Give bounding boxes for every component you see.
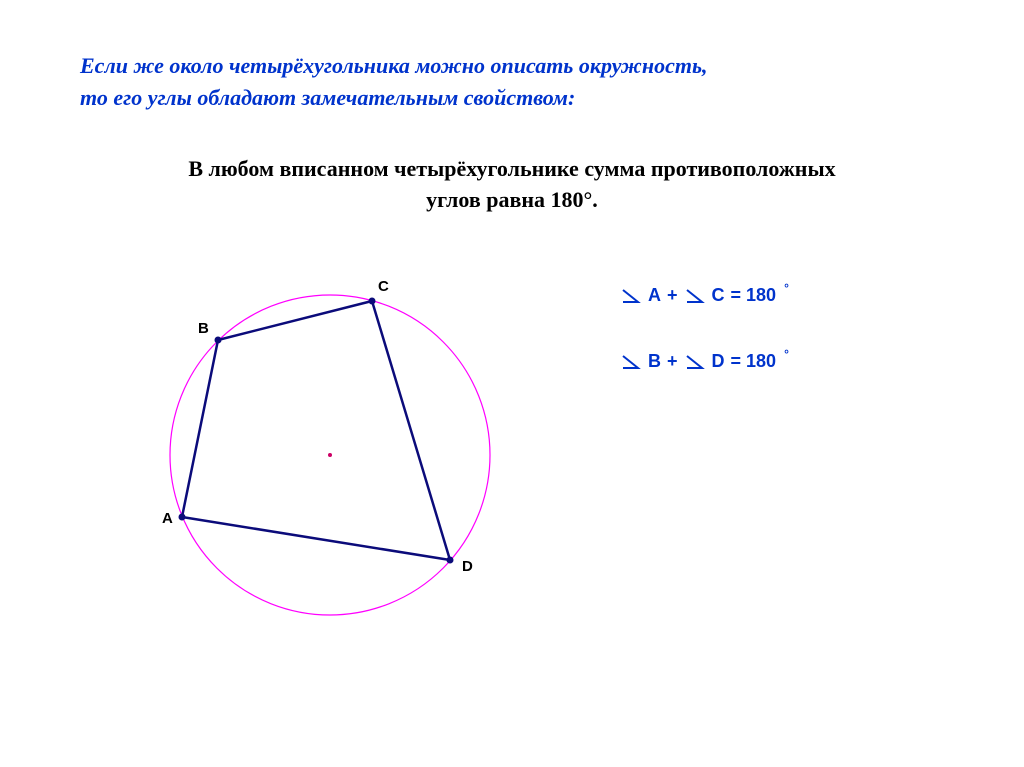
slide: Если же около четырёхугольника можно опи… bbox=[0, 0, 1024, 767]
eq2-right: D bbox=[712, 351, 725, 372]
svg-text:C: C bbox=[378, 278, 389, 295]
angle-icon bbox=[684, 353, 706, 371]
theorem-line-1: В любом вписанном четырёхугольнике сумма… bbox=[188, 156, 835, 181]
degree-symbol: ° bbox=[784, 347, 789, 361]
diagram: A B C D bbox=[140, 255, 520, 655]
angle-equations: A + C = 180 ° B + D = 180 ° bbox=[620, 285, 789, 417]
eq1-left: A bbox=[648, 285, 661, 306]
svg-text:B: B bbox=[198, 320, 209, 337]
degree-symbol: ° bbox=[784, 281, 789, 295]
content-area: A B C D A + C = 180 ° B + bbox=[80, 255, 944, 685]
svg-text:A: A bbox=[162, 510, 173, 527]
eq2-left: B bbox=[648, 351, 661, 372]
theorem-statement: В любом вписанном четырёхугольнике сумма… bbox=[80, 154, 944, 216]
plus-sign: + bbox=[667, 285, 678, 306]
svg-text:D: D bbox=[462, 558, 473, 575]
equation-1: A + C = 180 ° bbox=[620, 285, 789, 306]
angle-icon bbox=[620, 287, 642, 305]
plus-sign: + bbox=[667, 351, 678, 372]
eq1-right: C bbox=[712, 285, 725, 306]
intro-text: Если же около четырёхугольника можно опи… bbox=[80, 50, 944, 114]
intro-line-1: Если же около четырёхугольника можно опи… bbox=[80, 53, 708, 78]
intro-line-2: то его углы обладают замечательным свойс… bbox=[80, 82, 944, 114]
eq2-result: = 180 bbox=[731, 351, 777, 372]
theorem-line-2: углов равна 180°. bbox=[426, 187, 598, 212]
circle-quadrilateral-svg: A B C D bbox=[140, 255, 520, 655]
eq1-result: = 180 bbox=[731, 285, 777, 306]
equation-2: B + D = 180 ° bbox=[620, 351, 789, 372]
angle-icon bbox=[620, 353, 642, 371]
angle-icon bbox=[684, 287, 706, 305]
